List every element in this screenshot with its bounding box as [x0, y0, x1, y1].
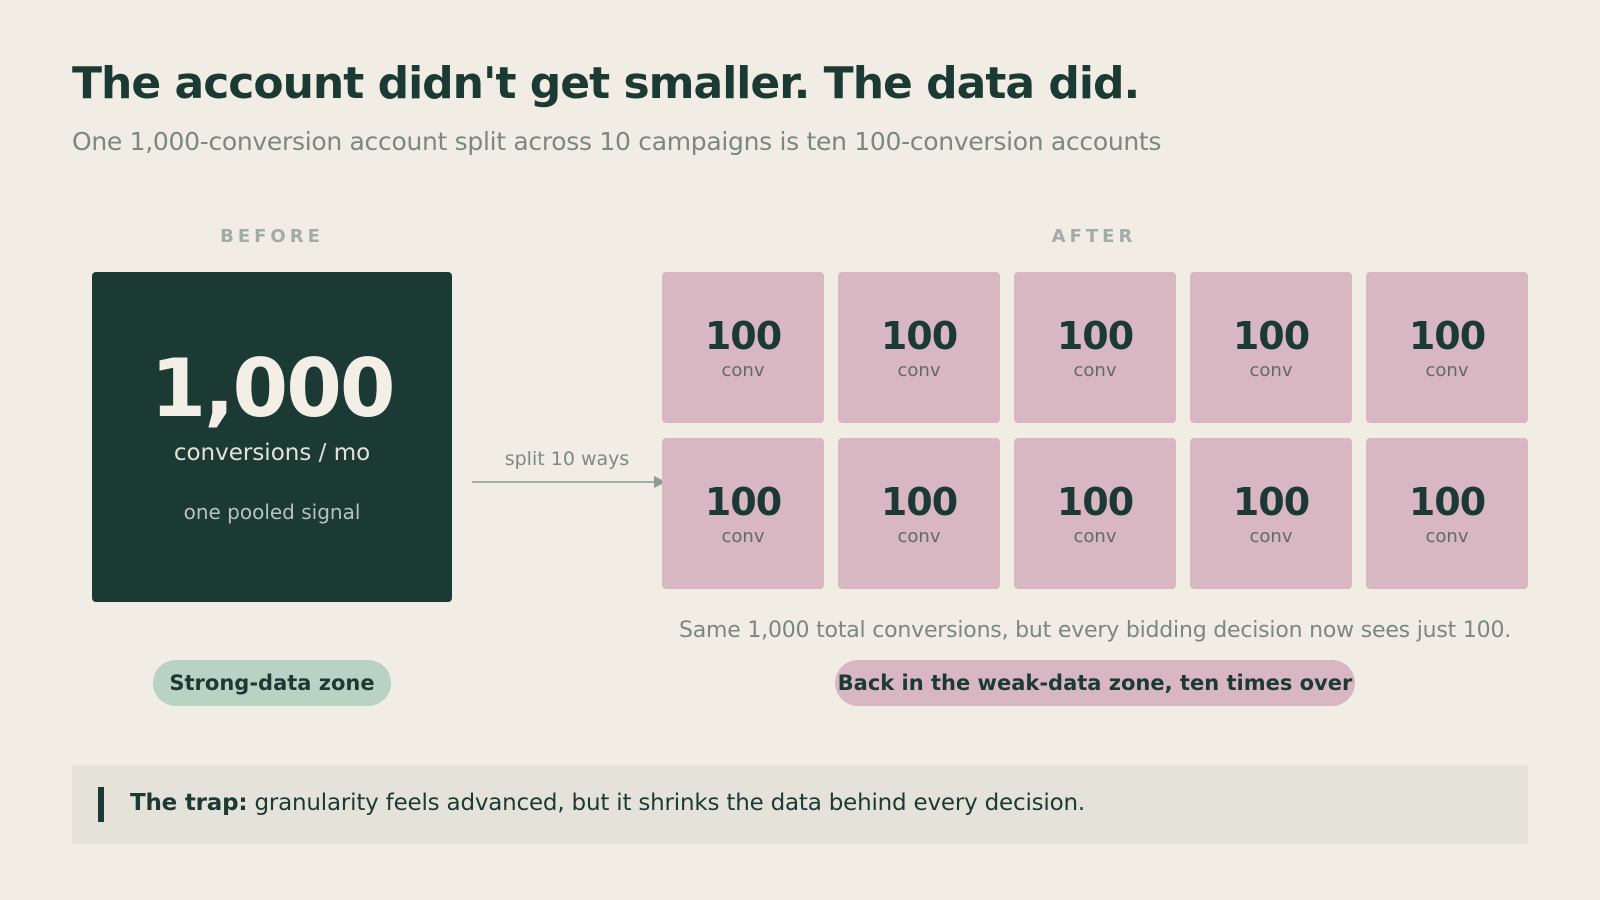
tile-value: 100 — [1232, 480, 1310, 524]
campaign-tile: 100 conv — [838, 438, 1000, 589]
tile-unit: conv — [1073, 526, 1117, 547]
strong-data-badge: Strong-data zone — [153, 660, 391, 706]
tile-value: 100 — [704, 480, 782, 524]
tile-value: 100 — [1056, 480, 1134, 524]
campaign-tile: 100 conv — [838, 272, 1000, 423]
tile-unit: conv — [1425, 360, 1469, 381]
tile-value: 100 — [1408, 480, 1486, 524]
tile-unit: conv — [1073, 360, 1117, 381]
tile-value: 100 — [880, 314, 958, 358]
tile-unit: conv — [721, 360, 765, 381]
campaign-tile: 100 conv — [1190, 272, 1352, 423]
tile-value: 100 — [1232, 314, 1310, 358]
split-arrow-icon — [472, 476, 666, 488]
before-note: one pooled signal — [183, 500, 361, 524]
tile-unit: conv — [897, 360, 941, 381]
campaign-tile: 100 conv — [1014, 438, 1176, 589]
callout-body: granularity feels advanced, but it shrin… — [247, 790, 1086, 816]
tile-unit: conv — [897, 526, 941, 547]
tile-value: 100 — [1408, 314, 1486, 358]
trap-callout: The trap: granularity feels advanced, bu… — [72, 765, 1528, 844]
campaign-tile: 100 conv — [662, 272, 824, 423]
campaign-tile: 100 conv — [662, 438, 824, 589]
before-value: 1,000 — [150, 342, 395, 435]
page-subtitle: One 1,000-conversion account split acros… — [72, 127, 1162, 156]
tile-value: 100 — [704, 314, 782, 358]
campaign-tile: 100 conv — [1190, 438, 1352, 589]
callout-lead: The trap: — [130, 790, 248, 816]
after-label: AFTER — [1051, 226, 1137, 247]
tile-unit: conv — [721, 526, 765, 547]
weak-data-badge: Back in the weak-data zone, ten times ov… — [835, 660, 1355, 706]
campaign-tile: 100 conv — [1366, 438, 1528, 589]
before-label: BEFORE — [220, 226, 324, 247]
tile-value: 100 — [880, 480, 958, 524]
after-note: Same 1,000 total conversions, but every … — [678, 618, 1512, 643]
split-arrow-label: split 10 ways — [504, 448, 630, 470]
after-campaign-grid: 100 conv 100 conv 100 conv 100 conv 100 … — [662, 272, 1528, 590]
callout-accent-bar — [98, 787, 104, 822]
page-title: The account didn't get smaller. The data… — [72, 58, 1140, 109]
tile-unit: conv — [1249, 360, 1293, 381]
tile-unit: conv — [1425, 526, 1469, 547]
tile-unit: conv — [1249, 526, 1293, 547]
campaign-tile: 100 conv — [1014, 272, 1176, 423]
callout-text: The trap: granularity feels advanced, bu… — [130, 790, 1085, 816]
before-account-box: 1,000 conversions / mo one pooled signal — [92, 272, 452, 602]
tile-value: 100 — [1056, 314, 1134, 358]
before-unit: conversions / mo — [173, 440, 371, 466]
campaign-tile: 100 conv — [1366, 272, 1528, 423]
